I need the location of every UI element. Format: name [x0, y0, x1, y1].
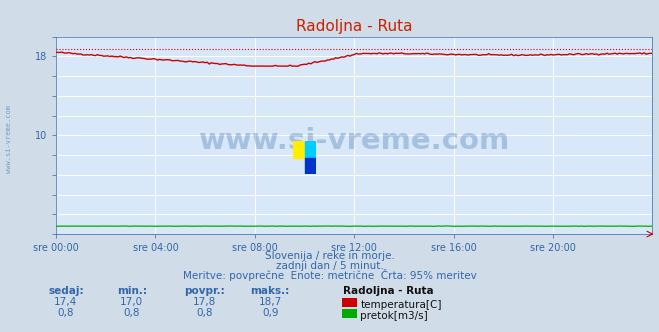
- Text: 17,8: 17,8: [192, 297, 216, 307]
- Text: 17,4: 17,4: [54, 297, 78, 307]
- Title: Radoljna - Ruta: Radoljna - Ruta: [296, 19, 413, 34]
- Text: maks.:: maks.:: [250, 286, 290, 296]
- Text: 0,9: 0,9: [262, 308, 279, 318]
- Text: temperatura[C]: temperatura[C]: [360, 300, 442, 310]
- Bar: [293, 141, 304, 158]
- Text: 17,0: 17,0: [120, 297, 144, 307]
- Text: min.:: min.:: [117, 286, 147, 296]
- Text: Radoljna - Ruta: Radoljna - Ruta: [343, 286, 434, 296]
- Text: zadnji dan / 5 minut.: zadnji dan / 5 minut.: [275, 261, 384, 271]
- Text: pretok[m3/s]: pretok[m3/s]: [360, 311, 428, 321]
- Text: Meritve: povprečne  Enote: metrične  Črta: 95% meritev: Meritve: povprečne Enote: metrične Črta:…: [183, 269, 476, 281]
- Text: sedaj:: sedaj:: [48, 286, 84, 296]
- Text: 0,8: 0,8: [57, 308, 74, 318]
- Text: 0,8: 0,8: [196, 308, 213, 318]
- Text: 18,7: 18,7: [258, 297, 282, 307]
- Text: povpr.:: povpr.:: [184, 286, 225, 296]
- Bar: [304, 141, 316, 158]
- Text: Slovenija / reke in morje.: Slovenija / reke in morje.: [264, 251, 395, 261]
- Text: www.si-vreme.com: www.si-vreme.com: [5, 106, 12, 173]
- Text: 0,8: 0,8: [123, 308, 140, 318]
- Bar: [304, 158, 316, 174]
- Text: www.si-vreme.com: www.si-vreme.com: [198, 127, 510, 155]
